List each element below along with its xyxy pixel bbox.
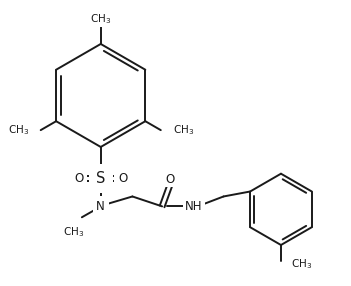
Text: S: S bbox=[96, 171, 105, 186]
Text: O: O bbox=[118, 172, 127, 185]
Text: O: O bbox=[74, 172, 84, 185]
Text: CH$_3$: CH$_3$ bbox=[291, 257, 312, 271]
Text: O: O bbox=[165, 173, 175, 186]
Text: CH$_3$: CH$_3$ bbox=[63, 225, 85, 239]
Text: N: N bbox=[97, 200, 105, 213]
Text: CH$_3$: CH$_3$ bbox=[173, 123, 194, 137]
Text: NH: NH bbox=[185, 200, 203, 213]
Text: CH$_3$: CH$_3$ bbox=[8, 123, 29, 137]
Text: CH$_3$: CH$_3$ bbox=[90, 12, 111, 26]
